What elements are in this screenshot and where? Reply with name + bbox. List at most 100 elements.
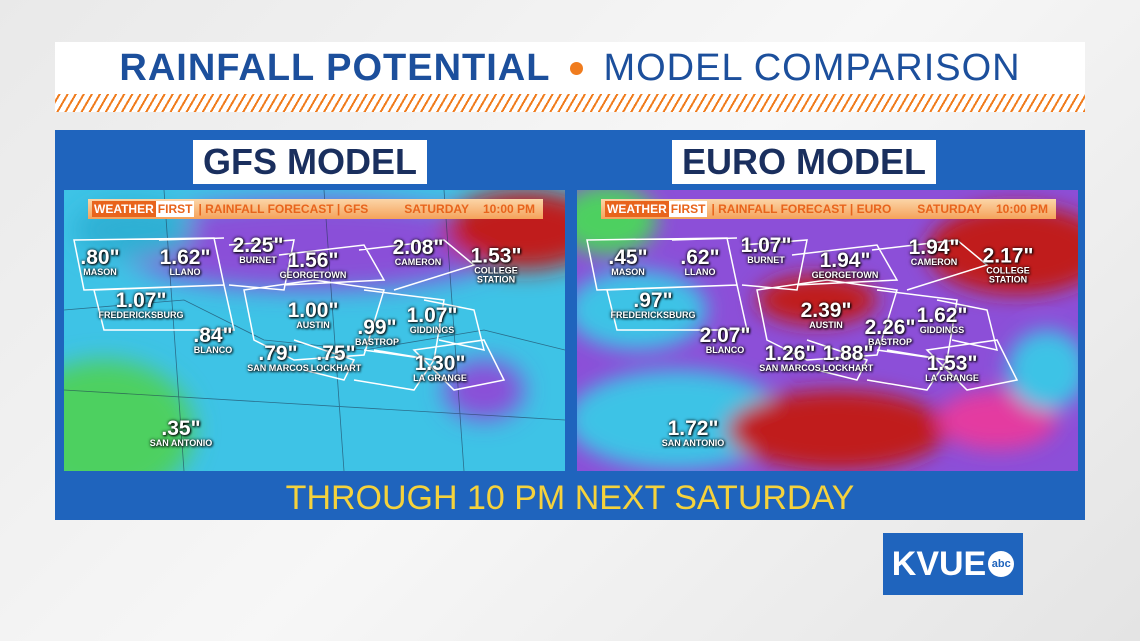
forecast-banner: WEATHER FIRST | RAINFALL FORECAST | GFS S…: [88, 199, 543, 219]
city-name: BURNET: [747, 255, 785, 265]
city-name: GEORGETOWN: [811, 270, 879, 280]
city-name: CAMERON: [910, 257, 958, 267]
city-name: FREDERICKSBURG: [98, 310, 184, 320]
city-label: 2.07" BLANCO: [700, 325, 751, 355]
rain-value: 1.88": [822, 342, 874, 365]
logo: KVUE abc: [883, 533, 1023, 595]
rain-value: 2.25": [232, 234, 284, 257]
rain-value: .45": [608, 246, 648, 269]
rain-value: 1.72": [667, 417, 719, 440]
rain-value: .75": [316, 342, 356, 365]
city-label: 1.07" BURNET: [741, 235, 792, 265]
rain-value: .84": [193, 324, 233, 347]
rain-value: .97": [633, 289, 673, 312]
city-label: .99" BASTROP: [355, 317, 399, 347]
city-label: 1.53" COLLEGE STATION: [462, 246, 531, 285]
city-name: LA GRANGE: [413, 373, 467, 383]
rain-value: .79": [258, 342, 298, 365]
rain-value: 2.17": [982, 244, 1034, 268]
stripes: [55, 94, 1085, 112]
rain-value: 1.00": [287, 299, 339, 322]
city-label: 2.17" COLLEGE STATION: [973, 246, 1043, 285]
city-name: AUSTIN: [809, 320, 843, 330]
rain-value: 1.62": [916, 304, 968, 327]
rain-value: 1.94": [819, 249, 871, 272]
city-label: 1.72" SAN ANTONIO: [662, 418, 725, 448]
city-label: 1.62" GIDDINGS: [917, 305, 968, 335]
rain-value: 1.07": [406, 304, 458, 327]
separator: [570, 61, 584, 75]
city-label: .97" FREDERICKSBURG: [610, 290, 695, 320]
city-name: LOCKHART: [310, 363, 362, 373]
time: 10:00 PM: [995, 202, 1048, 216]
city-label: 1.94" CAMERON: [909, 237, 960, 267]
city-name: SAN ANTONIO: [661, 438, 725, 448]
panel-title: EURO MODEL: [672, 140, 937, 184]
footer: THROUGH 10 PM NEXT SATURDAY: [285, 478, 855, 517]
rain-value: 2.39": [800, 299, 852, 322]
rain-value: 1.07": [115, 289, 167, 312]
map: WEATHER FIRST | RAINFALL FORECAST | EURO …: [577, 190, 1078, 471]
rain-value: 1.53": [470, 244, 522, 268]
city-name: SAN MARCOS: [759, 363, 821, 373]
rain-value: 2.08": [392, 236, 444, 259]
product: | RAINFALL FORECAST | EURO: [711, 202, 892, 216]
title-right: MODEL COMPARISON: [603, 46, 1021, 89]
city-label: 1.07" FREDERICKSBURG: [98, 290, 183, 320]
map-bg: [64, 190, 565, 471]
rain-value: 1.07": [740, 234, 792, 257]
rain-value: 1.56": [287, 249, 339, 272]
rain-value: 1.53": [926, 352, 978, 375]
time: 10:00 PM: [482, 202, 535, 216]
brand: WEATHER: [92, 201, 156, 217]
title-left: RAINFALL POTENTIAL: [119, 46, 551, 89]
city-label: 1.07" GIDDINGS: [407, 305, 458, 335]
forecast-banner: WEATHER FIRST | RAINFALL FORECAST | EURO …: [601, 199, 1056, 219]
day: SATURDAY: [404, 202, 469, 216]
city-label: 1.30" LA GRANGE: [413, 353, 467, 383]
rain-value: 2.26": [864, 316, 916, 339]
panel-title: GFS MODEL: [193, 140, 427, 184]
brand: WEATHER: [605, 201, 669, 217]
city-label: .80" MASON: [80, 247, 119, 277]
product: | RAINFALL FORECAST | GFS: [198, 202, 369, 216]
map-bg: [577, 190, 1078, 471]
rain-value: .80": [80, 246, 120, 269]
header: RAINFALL POTENTIAL MODEL COMPARISON: [55, 42, 1085, 94]
city-label: 1.56" GEORGETOWN: [280, 250, 347, 280]
city-label: 2.25" BURNET: [233, 235, 284, 265]
city-label: 1.00" AUSTIN: [288, 300, 339, 330]
rain-value: 1.30": [414, 352, 466, 375]
rain-value: 1.62": [159, 246, 211, 269]
city-name: GEORGETOWN: [279, 270, 347, 280]
city-name: BURNET: [239, 255, 277, 265]
rain-value: 1.26": [764, 342, 816, 365]
city-label: .75" LOCKHART: [311, 343, 362, 373]
city-name: CAMERON: [394, 257, 442, 267]
day: SATURDAY: [917, 202, 982, 216]
brand: FIRST: [668, 201, 708, 217]
rain-value: .35": [161, 417, 201, 440]
city-name: LA GRANGE: [925, 373, 979, 383]
city-name: BASTROP: [867, 337, 912, 347]
city-name: LOCKHART: [822, 363, 874, 373]
city-name: BLANCO: [193, 345, 233, 355]
city-name: GIDDINGS: [409, 325, 455, 335]
city-label: 1.94" GEORGETOWN: [812, 250, 879, 280]
city-name: MASON: [83, 267, 117, 277]
city-label: 1.88" LOCKHART: [823, 343, 874, 373]
city-label: 1.26" SAN MARCOS: [759, 343, 821, 373]
city-label: .84" BLANCO: [193, 325, 232, 355]
city-name: COLLEGE STATION: [474, 265, 518, 285]
city-label: .62" LLANO: [680, 247, 719, 277]
city-label: 1.62" LLANO: [160, 247, 211, 277]
city-label: .35" SAN ANTONIO: [150, 418, 213, 448]
city-name: AUSTIN: [296, 320, 330, 330]
city-name: GIDDINGS: [919, 325, 965, 335]
city-name: LLANO: [169, 267, 201, 277]
city-label: 1.53" LA GRANGE: [925, 353, 979, 383]
city-name: LLANO: [684, 267, 716, 277]
city-name: SAN MARCOS: [247, 363, 309, 373]
city-name: SAN ANTONIO: [149, 438, 213, 448]
